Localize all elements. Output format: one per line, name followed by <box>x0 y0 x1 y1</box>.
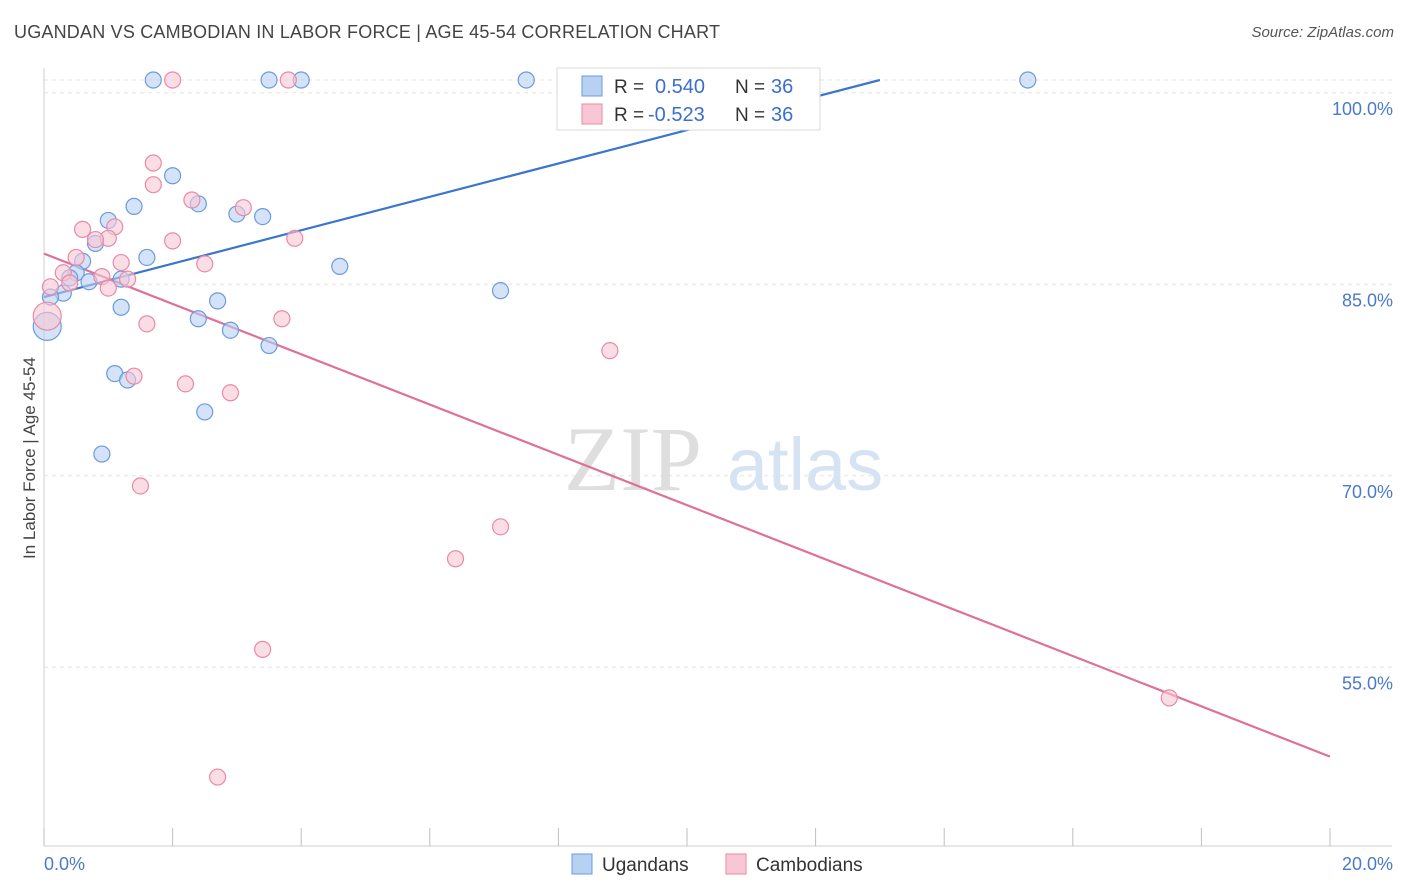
series-legend: Ugandans Cambodians <box>571 853 863 876</box>
bottom-legend-ugandans: Ugandans <box>602 855 689 876</box>
cambodians-point <box>125 367 143 385</box>
ugandans-point <box>93 445 111 463</box>
ugandans-point <box>138 248 156 267</box>
ugandans-point <box>125 197 143 215</box>
bottom-legend-swatch-ugandans <box>571 853 593 875</box>
watermark-atlas: atlas <box>727 423 883 506</box>
cambodians-point <box>601 342 619 360</box>
watermark: ZIP atlas <box>564 408 883 510</box>
ugandans-point <box>189 310 207 328</box>
chart-title: UGANDAN VS CAMBODIAN IN LABOR FORCE | AG… <box>14 22 721 42</box>
y-tick-label-100: 100.0% <box>1332 99 1393 119</box>
ugandans-point <box>112 298 130 316</box>
grid-lines <box>44 79 1392 668</box>
data-points <box>32 71 1178 786</box>
cambodians-point <box>61 274 79 292</box>
y-tick-label-70: 70.0% <box>1342 482 1393 502</box>
axes <box>43 68 1392 847</box>
cambodians-point <box>73 220 92 238</box>
ugandans-point <box>209 292 227 310</box>
x-tick-label-max: 20.0% <box>1342 854 1393 874</box>
bottom-legend-swatch-cambodians <box>725 853 747 875</box>
cambodians-point <box>446 550 465 568</box>
legend-swatch-cambodians <box>581 103 603 125</box>
ugandans-point <box>331 257 349 275</box>
legend-n-value-2: 36 <box>771 104 793 126</box>
cambodians-point <box>286 229 304 247</box>
watermark-zip: ZIP <box>564 408 702 510</box>
legend-n-label-1: N = <box>735 77 765 98</box>
cambodians-point <box>86 230 105 249</box>
y-tick-label-55: 55.0% <box>1342 673 1393 693</box>
cambodians-point <box>273 310 291 328</box>
legend-r-label-2: R = <box>614 105 644 126</box>
cambodians-point <box>99 279 117 297</box>
correlation-legend: R = 0.540 N = 36 R = -0.523 N = 36 <box>556 67 821 131</box>
legend-n-value-1: 36 <box>771 76 793 98</box>
cambodians-point <box>144 154 162 172</box>
legend-n-label-2: N = <box>735 105 765 126</box>
legend-r-value-1: 0.540 <box>655 76 705 98</box>
y-tick-label-85: 85.0% <box>1342 290 1393 310</box>
cambodians-point <box>234 199 252 217</box>
legend-r-label-1: R = <box>614 77 644 98</box>
x-tick-labels: 0.0% 20.0% <box>44 854 1393 874</box>
cambodians-point <box>176 375 195 393</box>
ugandans-point <box>260 71 278 89</box>
cambodians-point <box>164 71 182 89</box>
cambodians-point <box>183 191 201 209</box>
cambodians-point <box>41 278 60 296</box>
ugandans-point <box>196 403 214 421</box>
legend-swatch-ugandans <box>581 75 603 97</box>
ugandans-point <box>260 336 278 355</box>
cambodians-point <box>144 176 162 194</box>
ugandans-point <box>517 71 535 89</box>
cambodians-point <box>279 71 297 89</box>
cambodians-point <box>138 315 156 333</box>
bottom-legend-cambodians: Cambodians <box>756 855 863 876</box>
y-tick-labels: 55.0% 70.0% 85.0% 100.0% <box>1332 99 1393 693</box>
legend-r-value-2: -0.523 <box>648 104 705 126</box>
trend-line-cambodians <box>43 252 1331 758</box>
cambodians-point <box>67 248 85 267</box>
x-tick-label-min: 0.0% <box>44 854 85 874</box>
cambodians-point <box>209 768 227 786</box>
cambodians-point <box>32 301 62 331</box>
cambodians-point <box>254 640 272 658</box>
cambodians-point <box>164 232 182 250</box>
ugandans-point <box>221 321 240 339</box>
cambodians-point <box>491 518 510 536</box>
source-label: Source: ZipAtlas.com <box>1251 24 1394 41</box>
ugandans-point <box>164 167 182 185</box>
cambodians-point <box>221 384 240 402</box>
ugandans-point <box>144 71 162 89</box>
cambodians-point <box>131 477 150 495</box>
ugandans-point <box>254 208 272 226</box>
cambodians-point <box>112 253 130 272</box>
cambodians-point <box>118 270 137 288</box>
cambodians-point <box>1160 689 1178 707</box>
ugandans-point <box>491 282 510 300</box>
cambodians-point <box>196 255 214 273</box>
ugandans-point <box>1019 71 1037 89</box>
